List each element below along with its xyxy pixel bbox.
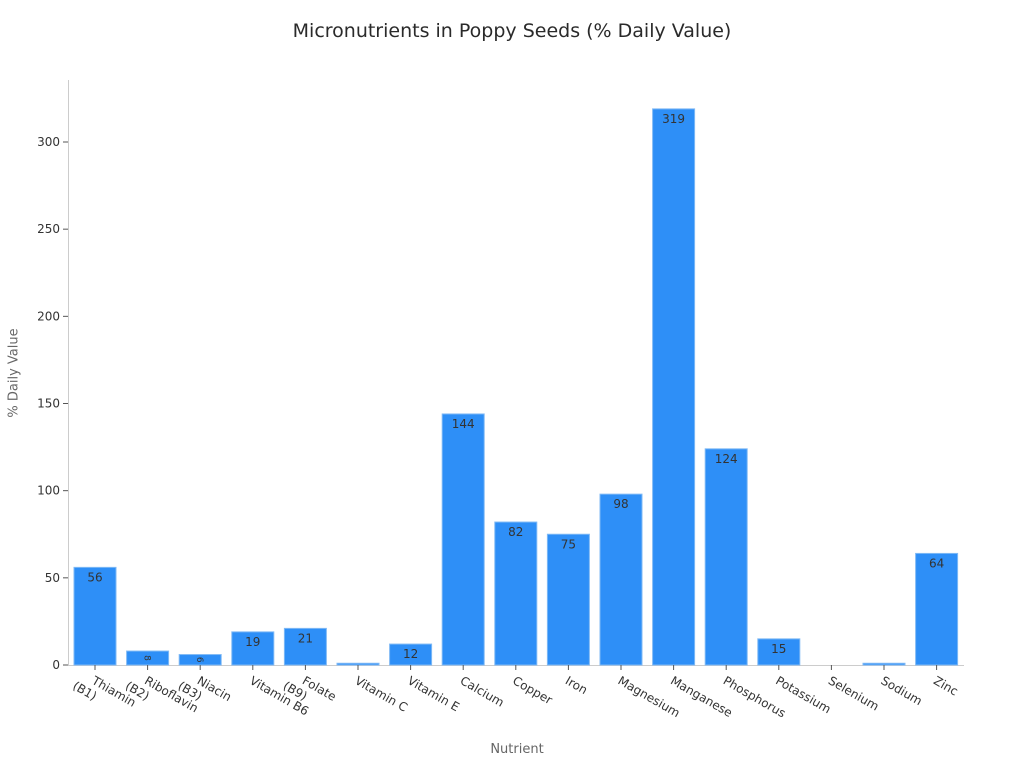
bar-value-label: 64 [929, 556, 944, 570]
x-tick-label: Vitamin C [353, 673, 410, 714]
x-tick-label: Selenium [826, 673, 881, 713]
bar [599, 493, 643, 666]
bar-value-label: 15 [771, 642, 786, 656]
bar-value-label: 98 [613, 497, 628, 511]
y-tick-label: 300 [37, 135, 60, 149]
bar-value-label: 144 [452, 417, 475, 431]
bar-value-label: 319 [662, 112, 685, 126]
bar [757, 638, 801, 666]
bar-value-label: 124 [715, 452, 738, 466]
bar [652, 108, 696, 666]
x-tick-label: Thiamin(B1) [70, 666, 138, 721]
y-tick-label: 100 [37, 484, 60, 498]
bar-value-label: 8 [142, 655, 152, 661]
bar [441, 413, 485, 666]
bar [915, 552, 959, 666]
bar-value-label: 75 [561, 537, 576, 551]
bar-value-label: 21 [298, 631, 313, 645]
bar [862, 662, 906, 666]
bar [283, 627, 327, 666]
x-tick-label: Copper [510, 673, 555, 707]
bar [704, 448, 748, 666]
x-axis-label: Nutrient [490, 742, 544, 757]
y-tick-label: 50 [45, 571, 60, 585]
x-tick-label: Vitamin E [405, 673, 462, 714]
bar [494, 521, 538, 666]
y-tick-label: 0 [52, 658, 60, 672]
bar-value-label: 56 [87, 570, 102, 584]
y-tick-label: 150 [37, 397, 60, 411]
bar [73, 566, 117, 666]
bar-value-label: 19 [245, 635, 260, 649]
bar-value-label: 6 [194, 657, 204, 663]
chart-title: Micronutrients in Poppy Seeds (% Daily V… [292, 20, 732, 42]
x-tick-label: Calcium [458, 673, 507, 709]
x-tick-label: Iron [563, 673, 590, 697]
bar [546, 533, 590, 666]
x-tick-label: Zinc [931, 673, 960, 698]
y-tick-label: 250 [37, 222, 60, 236]
y-tick-label: 200 [37, 309, 60, 323]
bar [336, 662, 380, 666]
x-tick-label: Sodium [879, 673, 925, 708]
y-axis-label: % Daily Value [6, 328, 22, 418]
bar-value-label: 12 [403, 647, 418, 661]
bar-value-label: 82 [508, 525, 523, 539]
